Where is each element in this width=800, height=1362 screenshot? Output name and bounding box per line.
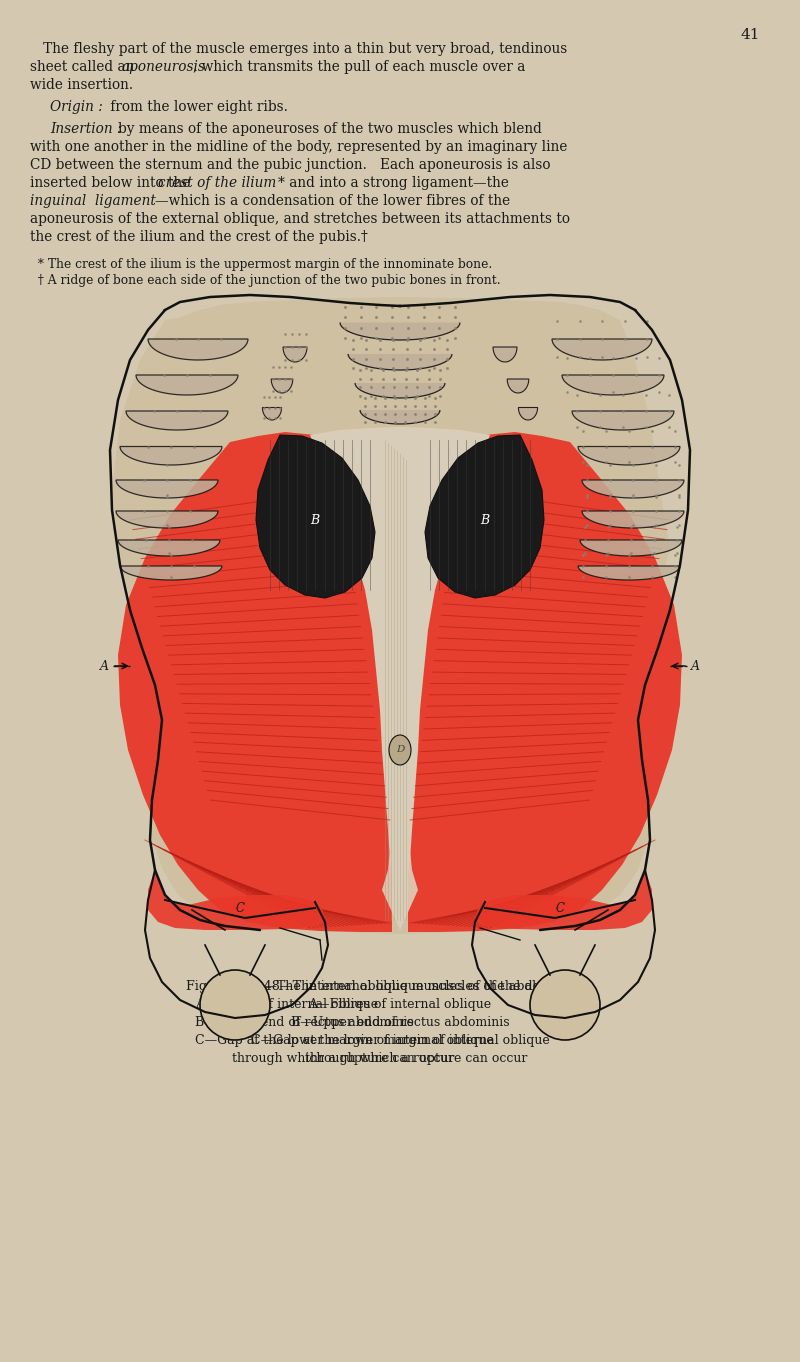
Text: —The internal oblique muscles of the abdomen: —The internal oblique muscles of the abd… <box>264 981 568 993</box>
Polygon shape <box>148 870 325 930</box>
Polygon shape <box>578 447 680 464</box>
Text: A: A <box>691 659 700 673</box>
Polygon shape <box>580 539 682 556</box>
Text: * The crest of the ilium is the uppermost margin of the innominate bone.: * The crest of the ilium is the uppermos… <box>30 257 492 271</box>
Polygon shape <box>116 479 218 498</box>
Text: the crest of the ilium and the crest of the pubis.†: the crest of the ilium and the crest of … <box>30 230 368 244</box>
Circle shape <box>200 970 270 1041</box>
Text: Fɪgure 48—The internal oblique muscles of the abdomen: Fɪgure 48—The internal oblique muscles o… <box>217 981 583 993</box>
Text: through which a rupture can occur: through which a rupture can occur <box>232 1051 454 1065</box>
Text: wide insertion.: wide insertion. <box>30 78 133 93</box>
Text: through which a rupture can occur: through which a rupture can occur <box>273 1051 527 1065</box>
Polygon shape <box>112 297 670 934</box>
Polygon shape <box>572 411 674 430</box>
Polygon shape <box>271 379 293 394</box>
Polygon shape <box>120 447 222 464</box>
Polygon shape <box>518 407 538 419</box>
Polygon shape <box>552 339 652 360</box>
Text: C: C <box>555 902 565 914</box>
Text: inguinal  ligament: inguinal ligament <box>30 193 156 208</box>
Polygon shape <box>475 870 652 930</box>
Text: B—Upper end of rectus abdominis: B—Upper end of rectus abdominis <box>195 1016 414 1030</box>
Polygon shape <box>283 347 307 362</box>
Text: , which transmits the pull of each muscle over a: , which transmits the pull of each muscl… <box>193 60 526 74</box>
Text: A: A <box>100 659 109 673</box>
Text: B—Upper end of rectus abdominis: B—Upper end of rectus abdominis <box>290 1016 510 1030</box>
Ellipse shape <box>389 735 411 765</box>
Polygon shape <box>310 429 490 932</box>
Polygon shape <box>507 379 529 394</box>
Text: inserted below into the: inserted below into the <box>30 176 194 191</box>
Polygon shape <box>562 375 664 395</box>
Polygon shape <box>116 511 218 528</box>
Circle shape <box>530 970 600 1041</box>
Text: Insertion :: Insertion : <box>50 123 122 136</box>
Polygon shape <box>310 428 490 930</box>
Text: Figure 48: Figure 48 <box>186 981 249 993</box>
Text: A—Fibres of internal oblique: A—Fibres of internal oblique <box>195 998 378 1011</box>
Polygon shape <box>256 434 375 598</box>
Polygon shape <box>355 383 445 398</box>
Text: C: C <box>235 902 245 914</box>
Polygon shape <box>425 434 544 598</box>
Text: aponeurosis of the external oblique, and stretches between its attachments to: aponeurosis of the external oblique, and… <box>30 212 570 226</box>
Text: † A ridge of bone each side of the junction of the two pubic bones in front.: † A ridge of bone each side of the junct… <box>30 274 501 287</box>
Polygon shape <box>582 479 684 498</box>
Polygon shape <box>493 347 517 362</box>
Text: 41: 41 <box>741 29 760 42</box>
Text: B: B <box>310 513 319 527</box>
Polygon shape <box>118 432 392 932</box>
Text: —which is a condensation of the lower fibres of the: —which is a condensation of the lower fi… <box>155 193 510 208</box>
Polygon shape <box>136 375 238 395</box>
Text: D: D <box>396 745 404 755</box>
Text: C—Gap at the lower margin of internal oblique: C—Gap at the lower margin of internal ob… <box>195 1034 494 1047</box>
Text: C—Gap at the lower margin of internal oblique: C—Gap at the lower margin of internal ob… <box>250 1034 550 1047</box>
Text: CD between the sternum and the pubic junction.   Each aponeurosis is also: CD between the sternum and the pubic jun… <box>30 158 550 172</box>
Text: by means of the aponeuroses of the two muscles which blend: by means of the aponeuroses of the two m… <box>118 123 542 136</box>
Polygon shape <box>340 323 460 340</box>
Polygon shape <box>262 407 282 419</box>
Text: aponeurosis: aponeurosis <box>122 60 206 74</box>
Text: with one another in the midline of the body, represented by an imaginary line: with one another in the midline of the b… <box>30 140 567 154</box>
Text: The fleshy part of the muscle emerges into a thin but very broad, tendinous: The fleshy part of the muscle emerges in… <box>30 42 567 56</box>
Polygon shape <box>126 411 228 430</box>
Text: from the lower eight ribs.: from the lower eight ribs. <box>106 99 288 114</box>
Text: * and into a strong ligament—the: * and into a strong ligament—the <box>278 176 509 191</box>
Polygon shape <box>348 354 452 370</box>
Text: B: B <box>481 513 490 527</box>
Polygon shape <box>148 339 248 360</box>
Polygon shape <box>408 432 682 932</box>
Text: crest of the ilium: crest of the ilium <box>158 176 276 191</box>
Polygon shape <box>118 539 220 556</box>
Text: sheet called an: sheet called an <box>30 60 138 74</box>
Polygon shape <box>582 511 684 528</box>
Polygon shape <box>360 410 440 424</box>
Text: Origin :: Origin : <box>50 99 103 114</box>
Polygon shape <box>120 567 222 580</box>
Polygon shape <box>578 567 680 580</box>
Text: A—Fibres of internal oblique: A—Fibres of internal oblique <box>309 998 491 1011</box>
